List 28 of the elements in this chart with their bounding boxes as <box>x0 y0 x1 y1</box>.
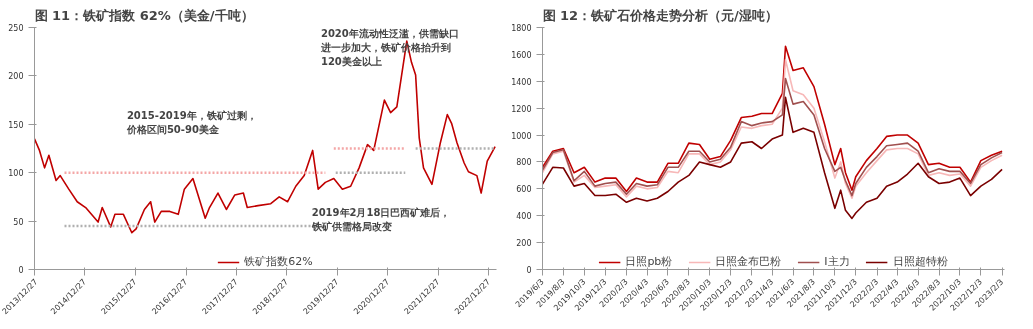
annotation: 2019年2月18日巴西矿难后，铁矿供需格局改变 <box>310 206 451 232</box>
legend-label: 日照pb粉 <box>625 254 673 269</box>
y-tick-label: 200 <box>516 239 532 249</box>
y-tick-label: 0 <box>18 266 24 275</box>
y-tick-label: 50 <box>13 217 24 227</box>
y-tick-label: 400 <box>516 212 532 222</box>
legend-label: 日照金布巴粉 <box>715 254 782 269</box>
line-series <box>542 96 1003 220</box>
y-tick-label: 1000 <box>511 131 532 141</box>
annotation: 2015-2019年，铁矿过剩，价格区间50-90美金 <box>125 109 257 136</box>
y-tick-label: 1400 <box>511 77 532 87</box>
y-tick-label: 600 <box>516 185 532 195</box>
y-tick-label: 250 <box>8 24 24 33</box>
chart-title: 图 11：铁矿指数 62%（美金/千吨） <box>34 7 254 23</box>
legend-label: 铁矿指数62% <box>244 254 313 269</box>
y-tick-label: 0 <box>526 266 532 275</box>
y-tick-label: 1800 <box>511 24 532 33</box>
legend-label: 日照超特粉 <box>892 254 948 269</box>
y-tick-label: 1200 <box>511 104 532 114</box>
line-series <box>542 77 1003 197</box>
line-series <box>34 40 496 234</box>
y-tick-label: 150 <box>8 120 24 130</box>
chart-title: 图 12：铁矿石价格走势分析（元/湿吨） <box>542 7 778 23</box>
y-tick-label: 1600 <box>511 50 532 60</box>
y-tick-label: 200 <box>8 72 24 82</box>
y-tick-label: 800 <box>516 158 532 168</box>
y-tick-label: 100 <box>8 169 24 179</box>
legend-label: I主力 <box>824 254 850 269</box>
